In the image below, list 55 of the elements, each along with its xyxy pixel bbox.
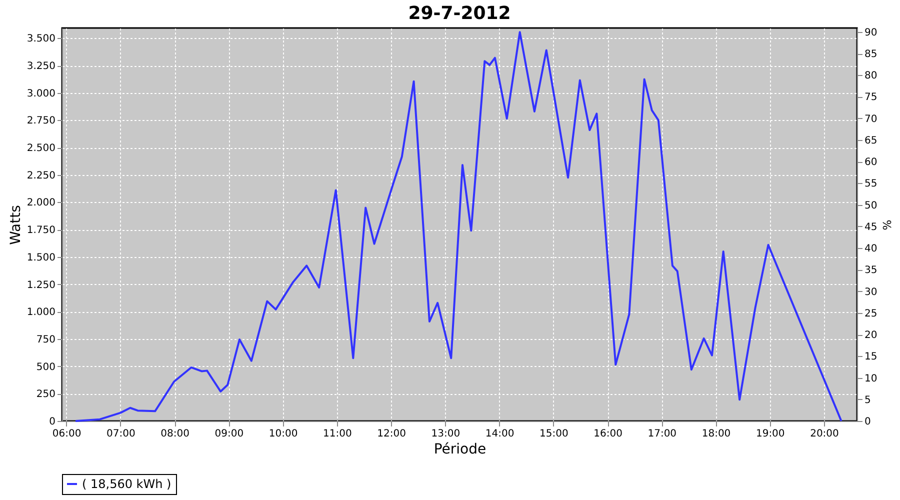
y-tick-label: 2.750	[26, 116, 56, 127]
chart-title: 29-7-2012	[408, 2, 511, 24]
y-tick-label: 0	[49, 416, 56, 428]
y-tick-label: 2.250	[26, 170, 56, 182]
y-tick-label: 3.250	[26, 61, 56, 72]
y-tick-label: 1.250	[26, 280, 56, 291]
y2-tick-label: 45	[864, 222, 878, 233]
x-tick-label: 18:00	[702, 428, 731, 440]
y2-tick-label: 80	[864, 70, 878, 82]
x-tick-label: 17:00	[648, 428, 677, 440]
y-tick-label: 1.000	[26, 307, 56, 318]
y2-tick-label: 30	[864, 286, 878, 298]
y-tick-label: 3.500	[26, 34, 56, 45]
x-tick-label: 10:00	[268, 428, 298, 440]
x-tick-label: 06:00	[52, 428, 82, 440]
y2-tick-label: 70	[864, 114, 878, 125]
y-tick-label: 3.000	[26, 88, 56, 100]
y2-tick-label: 55	[864, 178, 878, 190]
y2-axis-title: %	[880, 220, 894, 230]
y-tick-label: 1.750	[26, 225, 56, 236]
x-tick-label: 14:00	[485, 428, 514, 440]
x-tick-label: 15:00	[539, 428, 568, 440]
y2-tick-label: 0	[864, 416, 871, 428]
y-tick-label: 1.500	[26, 252, 56, 264]
x-tick-label: 19:00	[756, 428, 785, 440]
y2-tick-label: 20	[864, 330, 878, 342]
x-tick-label: 16:00	[594, 428, 622, 440]
x-tick-label: 09:00	[214, 428, 244, 440]
y2-tick-label: 10	[864, 373, 878, 384]
y2-tick-label: 60	[864, 157, 878, 168]
x-axis-title: Période	[434, 442, 486, 458]
y-tick-label: 2.500	[26, 143, 56, 154]
x-tick-label: 13:00	[431, 428, 460, 440]
y2-tick-label: 15	[864, 352, 878, 363]
line-series	[74, 31, 842, 422]
y-tick-label: 500	[36, 362, 56, 373]
y2-tick-label: 85	[864, 49, 878, 60]
x-tick-label: 12:00	[377, 428, 406, 440]
y2-tick-label: 25	[864, 308, 878, 320]
y2-tick-label: 5	[864, 394, 871, 406]
y2-tick-label: 40	[864, 244, 878, 255]
x-tick-label: 11:00	[323, 428, 352, 440]
y2-tick-label: 50	[864, 200, 878, 212]
x-tick-label: 08:00	[160, 428, 190, 440]
y-tick-label: 2.000	[26, 198, 56, 209]
x-tick-label: 20:00	[810, 428, 839, 440]
y2-tick-label: 65	[864, 135, 878, 146]
x-tick-label: 07:00	[106, 428, 136, 440]
y2-tick-label: 35	[864, 265, 878, 276]
legend-label: ( 18,560 kWh )	[82, 477, 172, 491]
y-tick-label: 750	[36, 334, 56, 346]
y2-tick-label: 90	[864, 27, 878, 38]
y-axis-title: Watts	[8, 205, 24, 245]
y2-tick-label: 75	[864, 92, 878, 104]
y-tick-label: 250	[36, 389, 56, 400]
